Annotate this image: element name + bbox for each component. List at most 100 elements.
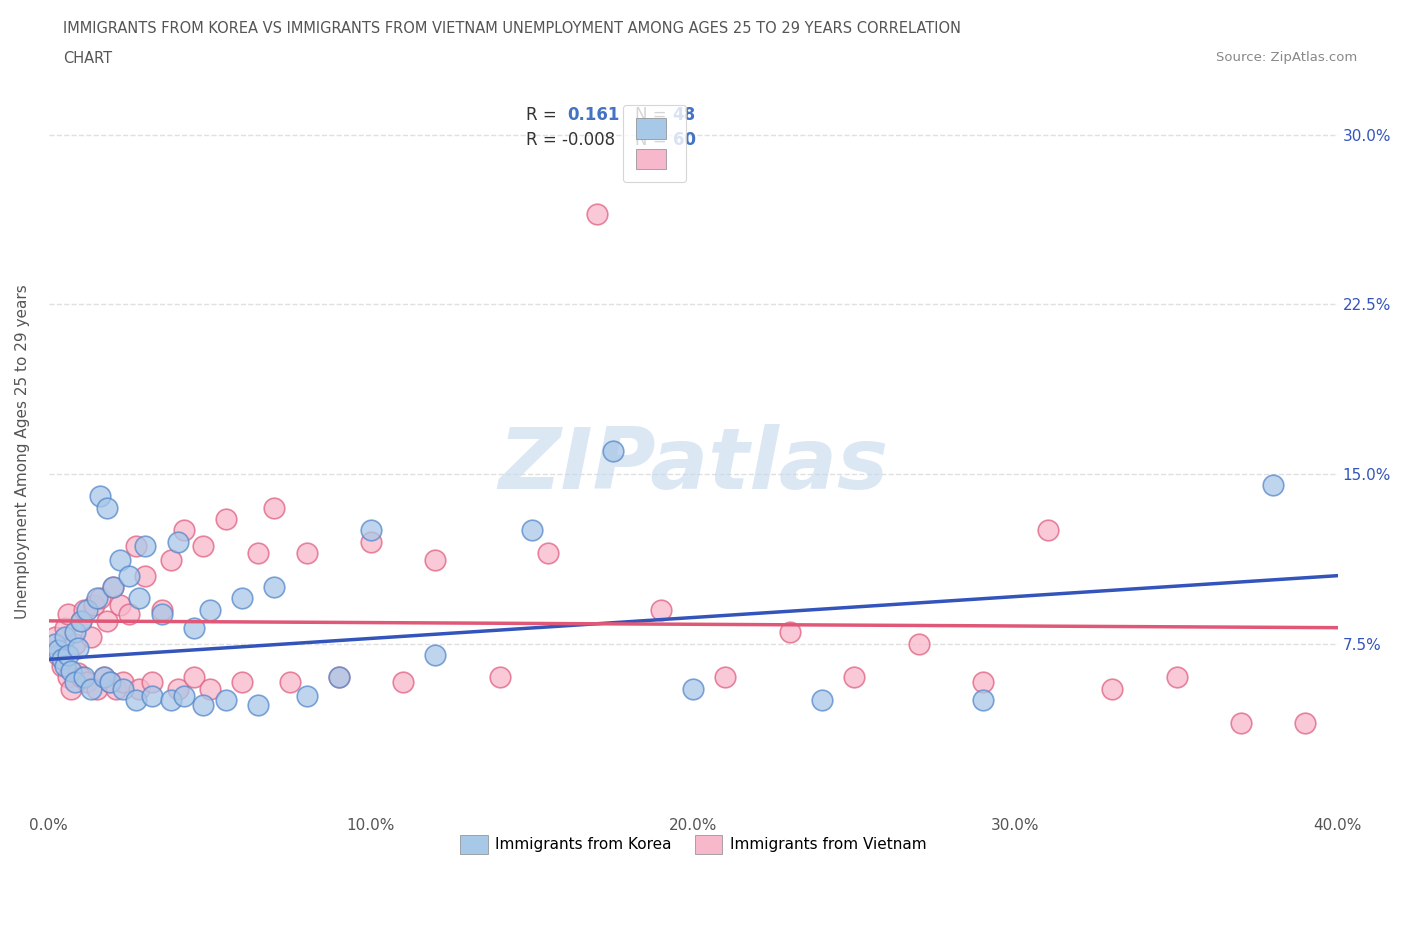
Point	[173, 688, 195, 703]
Point	[247, 546, 270, 561]
Text: N =: N =	[636, 106, 666, 124]
Point	[231, 674, 253, 689]
Point	[779, 625, 801, 640]
Point	[111, 674, 134, 689]
Point	[160, 552, 183, 567]
Point	[44, 636, 66, 651]
Point	[118, 568, 141, 583]
Text: 0.161: 0.161	[567, 106, 619, 124]
Text: 60: 60	[672, 131, 696, 149]
Text: CHART: CHART	[63, 51, 112, 66]
Point	[141, 688, 163, 703]
Point	[160, 693, 183, 708]
Point	[247, 698, 270, 712]
Point	[108, 598, 131, 613]
Point	[60, 663, 83, 678]
Point	[56, 670, 79, 684]
Text: R = -0.008: R = -0.008	[526, 131, 614, 149]
Point	[183, 670, 205, 684]
Point	[60, 682, 83, 697]
Point	[537, 546, 560, 561]
Point	[53, 658, 76, 673]
Point	[183, 620, 205, 635]
Point	[231, 591, 253, 605]
Point	[1263, 478, 1285, 493]
Point	[128, 682, 150, 697]
Point	[263, 579, 285, 594]
Point	[48, 647, 70, 662]
Point	[44, 630, 66, 644]
Point	[972, 674, 994, 689]
Point	[134, 538, 156, 553]
Point	[63, 674, 86, 689]
Point	[86, 682, 108, 697]
Point	[73, 670, 96, 684]
Point	[173, 523, 195, 538]
Point	[650, 602, 672, 617]
Point	[714, 670, 737, 684]
Point	[89, 489, 111, 504]
Point	[51, 658, 73, 673]
Point	[972, 693, 994, 708]
Point	[98, 674, 121, 689]
Legend: Immigrants from Korea, Immigrants from Vietnam: Immigrants from Korea, Immigrants from V…	[454, 829, 932, 859]
Point	[134, 568, 156, 583]
Point	[93, 670, 115, 684]
Point	[193, 698, 215, 712]
Point	[263, 500, 285, 515]
Point	[103, 579, 125, 594]
Point	[1230, 715, 1253, 730]
Point	[96, 500, 118, 515]
Point	[63, 636, 86, 651]
Point	[56, 606, 79, 621]
Text: Source: ZipAtlas.com: Source: ZipAtlas.com	[1216, 51, 1357, 64]
Point	[811, 693, 834, 708]
Point	[150, 606, 173, 621]
Point	[215, 512, 238, 526]
Point	[425, 647, 447, 662]
Point	[585, 206, 607, 221]
Point	[51, 652, 73, 667]
Point	[103, 579, 125, 594]
Point	[1036, 523, 1059, 538]
Point	[63, 625, 86, 640]
Point	[79, 682, 101, 697]
Point	[79, 630, 101, 644]
Point	[1294, 715, 1316, 730]
Point	[118, 606, 141, 621]
Point	[93, 670, 115, 684]
Point	[111, 682, 134, 697]
Point	[76, 602, 98, 617]
Point	[53, 630, 76, 644]
Point	[70, 614, 93, 629]
Y-axis label: Unemployment Among Ages 25 to 29 years: Unemployment Among Ages 25 to 29 years	[15, 284, 30, 618]
Point	[83, 598, 105, 613]
Point	[280, 674, 302, 689]
Point	[328, 670, 350, 684]
Point	[53, 620, 76, 635]
Point	[89, 591, 111, 605]
Point	[425, 552, 447, 567]
Point	[150, 602, 173, 617]
Point	[66, 641, 89, 656]
Point	[96, 614, 118, 629]
Point	[128, 591, 150, 605]
Point	[141, 674, 163, 689]
Text: N =: N =	[636, 131, 666, 149]
Text: R =: R =	[526, 106, 557, 124]
Point	[215, 693, 238, 708]
Point	[1101, 682, 1123, 697]
Text: ZIPatlas: ZIPatlas	[498, 424, 889, 507]
Text: IMMIGRANTS FROM KOREA VS IMMIGRANTS FROM VIETNAM UNEMPLOYMENT AMONG AGES 25 TO 2: IMMIGRANTS FROM KOREA VS IMMIGRANTS FROM…	[63, 21, 962, 36]
Point	[70, 670, 93, 684]
Point	[70, 614, 93, 629]
Point	[682, 682, 704, 697]
Point	[98, 674, 121, 689]
Point	[328, 670, 350, 684]
Point	[125, 538, 148, 553]
Point	[198, 602, 221, 617]
Point	[166, 535, 188, 550]
Point	[295, 688, 318, 703]
Point	[76, 674, 98, 689]
Point	[105, 682, 128, 697]
